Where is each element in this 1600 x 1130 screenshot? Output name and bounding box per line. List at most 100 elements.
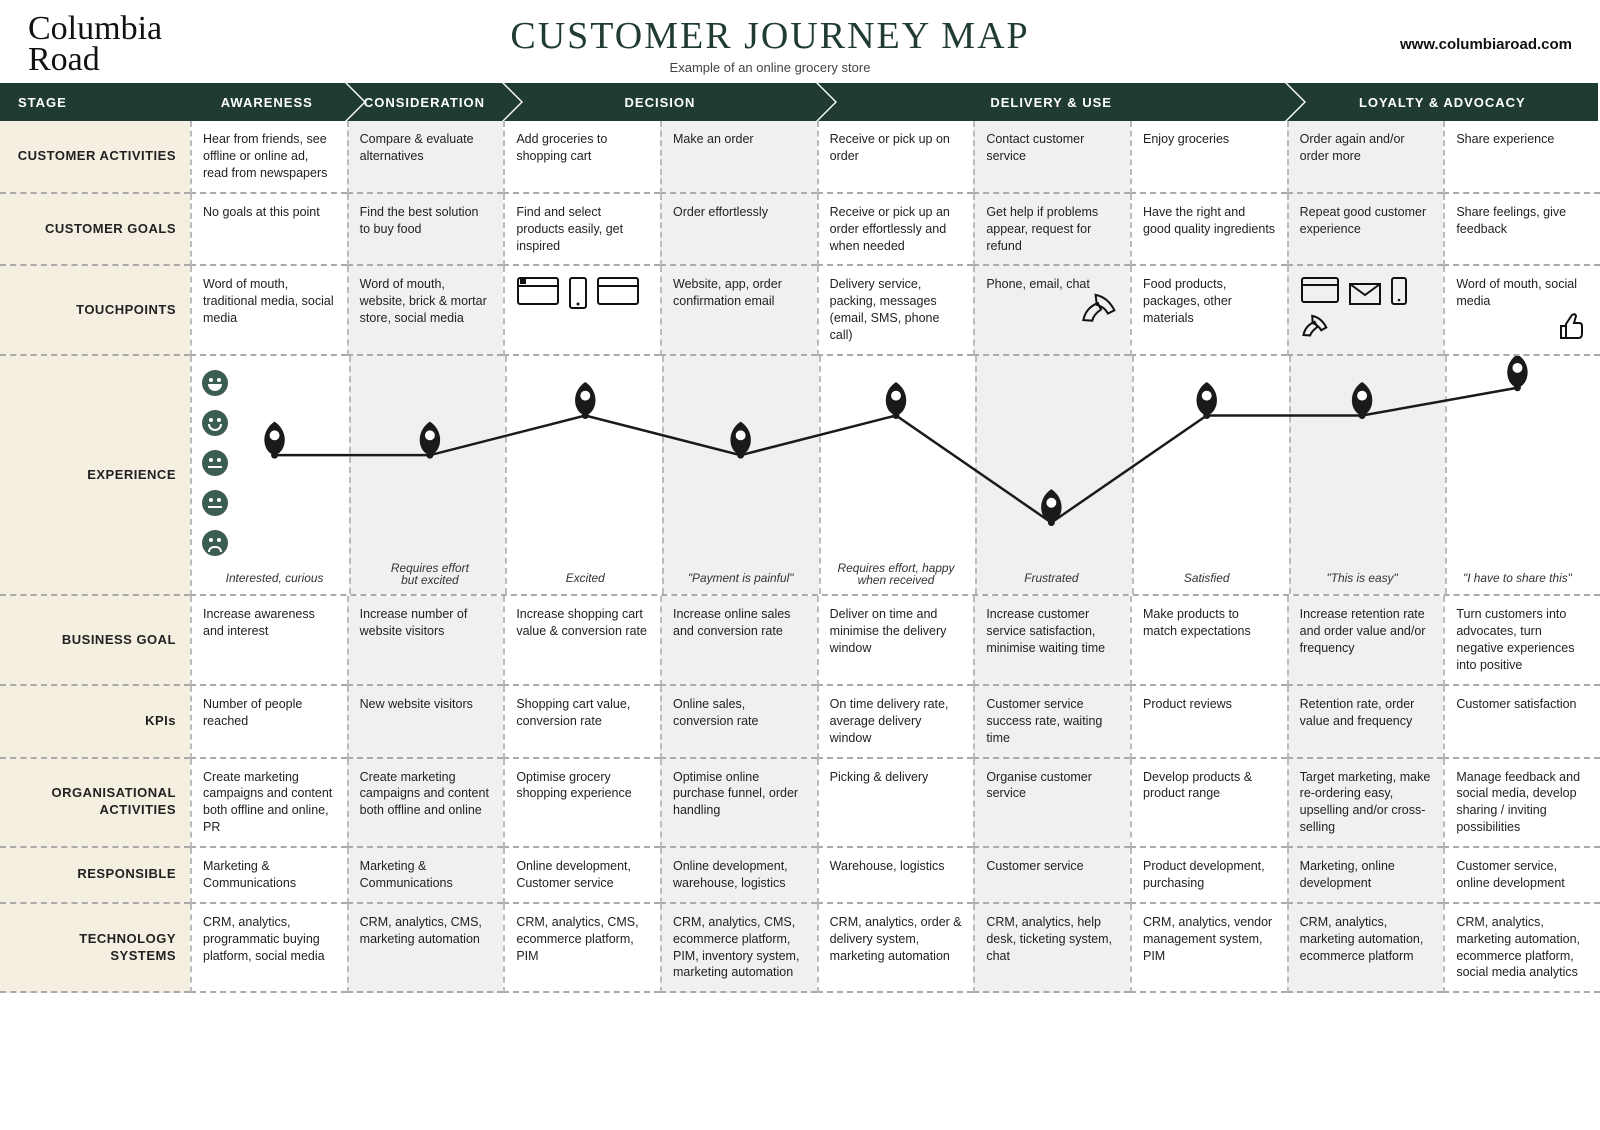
kpis-cell: Customer service success rate, waiting t… [973,686,1130,759]
touchpoints-cell [503,266,660,356]
cell-text: Add groceries to shopping cart [516,132,607,163]
cell-text: Share experience [1456,132,1554,146]
kpis-cell: Online sales, conversion rate [660,686,817,759]
org-cell: Target marketing, make re-ordering easy,… [1287,759,1444,849]
goals-cell: Get help if problems appear, request for… [973,194,1130,267]
cell-text: Target marketing, make re-ordering easy,… [1300,770,1431,835]
cell-text: Contact customer service [986,132,1084,163]
cell-text: Delivery service, packing, messages (ema… [830,277,940,342]
org-cell: Manage feedback and social media, develo… [1443,759,1600,849]
tech-cell: CRM, analytics, vendor management system… [1130,904,1287,994]
stage-header-row: STAGE AWARENESSCONSIDERATIONDECISIONDELI… [0,83,1600,121]
goals-cell: Find the best solution to buy food [347,194,504,267]
experience-caption: Interested, curious [226,572,324,586]
cell-text: CRM, analytics, CMS, marketing automatio… [360,915,482,946]
cell-text: Increase shopping cart value & conversio… [516,607,647,638]
cell-text: Increase number of website visitors [360,607,468,638]
org-cell: Optimise online purchase funnel, order h… [660,759,817,849]
cell-text: Phone, email, chat [986,277,1090,291]
experience-pin [1197,382,1217,416]
cell-text: Customer satisfaction [1456,697,1576,711]
mail-icon [1348,282,1382,306]
org-cell: Optimise grocery shopping experience [503,759,660,849]
tech-cell: CRM, analytics, CMS, ecommerce platform,… [660,904,817,994]
goals-cell: Order effortlessly [660,194,817,267]
cell-text: CRM, analytics, CMS, ecommerce platform,… [516,915,638,963]
cell-text: Online development, warehouse, logistics [673,859,788,890]
cell-text: Get help if problems appear, request for… [986,205,1098,253]
activities-cell: Receive or pick up on order [817,121,974,194]
stage-arrow: AWARENESS [189,83,345,121]
activities-cell: Contact customer service [973,121,1130,194]
cell-text: Food products, packages, other materials [1143,277,1232,325]
cell-text: CRM, analytics, marketing automation, ec… [1456,915,1580,980]
kpis-cell: Customer satisfaction [1443,686,1600,759]
cell-text: Optimise online purchase funnel, order h… [673,770,798,818]
cell-text: Picking & delivery [830,770,929,784]
cell-text: Deliver on time and minimise the deliver… [830,607,947,655]
top-bar: Columbia Road CUSTOMER JOURNEY MAP Examp… [0,0,1600,83]
touchpoints-cell: Delivery service, packing, messages (ema… [817,266,974,356]
row-label-activities: CUSTOMER ACTIVITIES [0,121,190,194]
experience-pin [1507,356,1527,388]
site-url: www.columbiaroad.com [1352,36,1572,53]
cell-text: Have the right and good quality ingredie… [1143,205,1275,236]
activities-cell: Hear from friends, see offline or online… [190,121,347,194]
activities-cell: Compare & evaluate alternatives [347,121,504,194]
kpis-cell: Number of people reached [190,686,347,759]
row-label-experience: EXPERIENCE [0,356,190,596]
brand-logo: Columbia Road [28,14,188,75]
cell-text: Develop products & product range [1143,770,1252,801]
tech-cell: CRM, analytics, CMS, ecommerce platform,… [503,904,660,994]
cell-text: Share feelings, give feedback [1456,205,1566,236]
experience-caption: "I have to share this" [1463,572,1573,586]
goals-cell: Share feelings, give feedback [1443,194,1600,267]
experience-chart: Interested, curiousRequires effortbut ex… [190,356,1600,596]
tech-cell: CRM, analytics, order & delivery system,… [817,904,974,994]
cell-text: Hear from friends, see offline or online… [203,132,327,180]
experience-pin [264,422,284,456]
cell-text: CRM, analytics, order & delivery system,… [830,915,962,963]
cell-text: Receive or pick up an order effortlessly… [830,205,950,253]
responsible-cell: Marketing & Communications [347,848,504,904]
stage-arrow: LOYALTY & ADVOCACY [1287,83,1598,121]
touchpoints-cell: Word of mouth, website, brick & mortar s… [347,266,504,356]
cell-text: Create marketing campaigns and content b… [360,770,489,818]
business_goal-cell: Increase customer service satisfaction, … [973,596,1130,686]
cell-text: Retention rate, order value and frequenc… [1300,697,1415,728]
experience-caption: Requires effort, happywhen received [837,562,955,588]
cell-text: Increase customer service satisfaction, … [986,607,1105,655]
multi-icons [1300,276,1433,344]
cell-text: CRM, analytics, vendor management system… [1143,915,1272,963]
experience-caption: Satisfied [1184,572,1230,586]
cell-text: Word of mouth, traditional media, social… [203,277,334,325]
org-cell: Create marketing campaigns and content b… [347,759,504,849]
kpis-cell: New website visitors [347,686,504,759]
cell-text: CRM, analytics, marketing automation, ec… [1300,915,1424,963]
business_goal-cell: Turn customers into advocates, turn nega… [1443,596,1600,686]
org-cell: Picking & delivery [817,759,974,849]
responsible-cell: Online development, warehouse, logistics [660,848,817,904]
goals-cell: Find and select products easily, get ins… [503,194,660,267]
row-label-goals: CUSTOMER GOALS [0,194,190,267]
business_goal-cell: Increase number of website visitors [347,596,504,686]
kpis-cell: On time delivery rate, average delivery … [817,686,974,759]
cell-text: Increase awareness and interest [203,607,315,638]
page-title: CUSTOMER JOURNEY MAP [188,14,1352,58]
cell-text: Create marketing campaigns and content b… [203,770,332,835]
cell-text: Increase online sales and conversion rat… [673,607,790,638]
cell-text: Order again and/or order more [1300,132,1405,163]
cell-text: Manage feedback and social media, develo… [1456,770,1580,835]
business_goal-cell: Increase retention rate and order value … [1287,596,1444,686]
experience-pin [886,382,906,416]
cell-text: Turn customers into advocates, turn nega… [1456,607,1574,672]
cell-text: Optimise grocery shopping experience [516,770,631,801]
experience-pin [575,382,595,416]
touchpoints-cell: Word of mouth, traditional media, social… [190,266,347,356]
thumbs-icon [1456,310,1589,344]
journey-grid: CUSTOMER ACTIVITIES Hear from friends, se… [0,121,1600,993]
experience-caption: Frustrated [1024,572,1079,586]
tech-cell: CRM, analytics, marketing automation, ec… [1287,904,1444,994]
cell-text: Product reviews [1143,697,1232,711]
business_goal-cell: Increase shopping cart value & conversio… [503,596,660,686]
